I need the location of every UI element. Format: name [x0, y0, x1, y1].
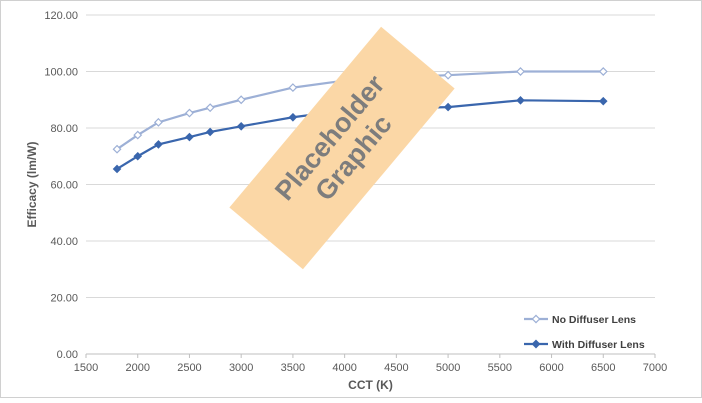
data-point	[154, 140, 163, 149]
x-tick-label: 5000	[436, 362, 460, 374]
x-tick-label: 3000	[229, 362, 253, 374]
y-tick-label: 20.00	[50, 293, 78, 305]
data-point	[185, 108, 194, 118]
data-point	[288, 112, 298, 122]
data-point	[516, 67, 525, 76]
x-tick-label: 4500	[384, 362, 408, 374]
x-tick-label: 6000	[539, 362, 563, 374]
data-point	[288, 83, 298, 93]
legend-item: With Diffuser Lens	[524, 339, 645, 351]
y-tick-label: 80.00	[50, 123, 78, 135]
legend-swatch-marker	[531, 339, 541, 349]
x-tick-label: 2500	[177, 362, 201, 374]
data-point	[598, 67, 608, 76]
y-tick-label: 0.00	[57, 349, 78, 361]
data-point	[185, 132, 194, 142]
data-point	[205, 103, 215, 113]
legend-label: No Diffuser Lens	[552, 314, 636, 326]
data-point	[133, 130, 143, 140]
y-tick-label: 120.00	[44, 10, 78, 22]
series-line	[116, 99, 604, 170]
x-tick-label: 2000	[125, 362, 149, 374]
data-point	[153, 117, 163, 127]
legend-item: No Diffuser Lens	[524, 314, 636, 326]
data-point	[133, 151, 143, 161]
data-point	[598, 96, 608, 106]
data-point	[112, 164, 122, 174]
data-point	[236, 121, 246, 131]
x-axis-title: CCT (K)	[348, 378, 393, 392]
y-tick-label: 100.00	[44, 67, 78, 79]
x-tick-label: 4000	[332, 362, 356, 374]
legend: No Diffuser Lens With Diffuser Lens	[524, 314, 645, 351]
data-point	[516, 96, 525, 105]
data-point	[205, 127, 215, 137]
placeholder-banner-shape	[229, 26, 455, 270]
x-tick-label: 5500	[488, 362, 512, 374]
y-tick-label: 40.00	[50, 236, 78, 248]
x-tick-label: 7000	[643, 362, 667, 374]
axes: 0.00 20.00 40.00 60.00 80.00 100.00 120.00 1500…	[25, 10, 667, 392]
legend-swatch-marker	[531, 314, 541, 324]
series-line	[116, 70, 604, 151]
legend-label: With Diffuser Lens	[552, 339, 645, 351]
data-point	[112, 144, 122, 154]
x-tick-label: 1500	[74, 362, 98, 374]
data-point	[443, 102, 453, 112]
x-tick-label: 3500	[281, 362, 305, 374]
data-point	[236, 95, 246, 105]
y-axis-title: Efficacy (lm/W)	[25, 141, 39, 227]
y-tick-label: 60.00	[50, 180, 78, 192]
data-point	[443, 70, 453, 80]
x-tick-label: 6500	[591, 362, 615, 374]
